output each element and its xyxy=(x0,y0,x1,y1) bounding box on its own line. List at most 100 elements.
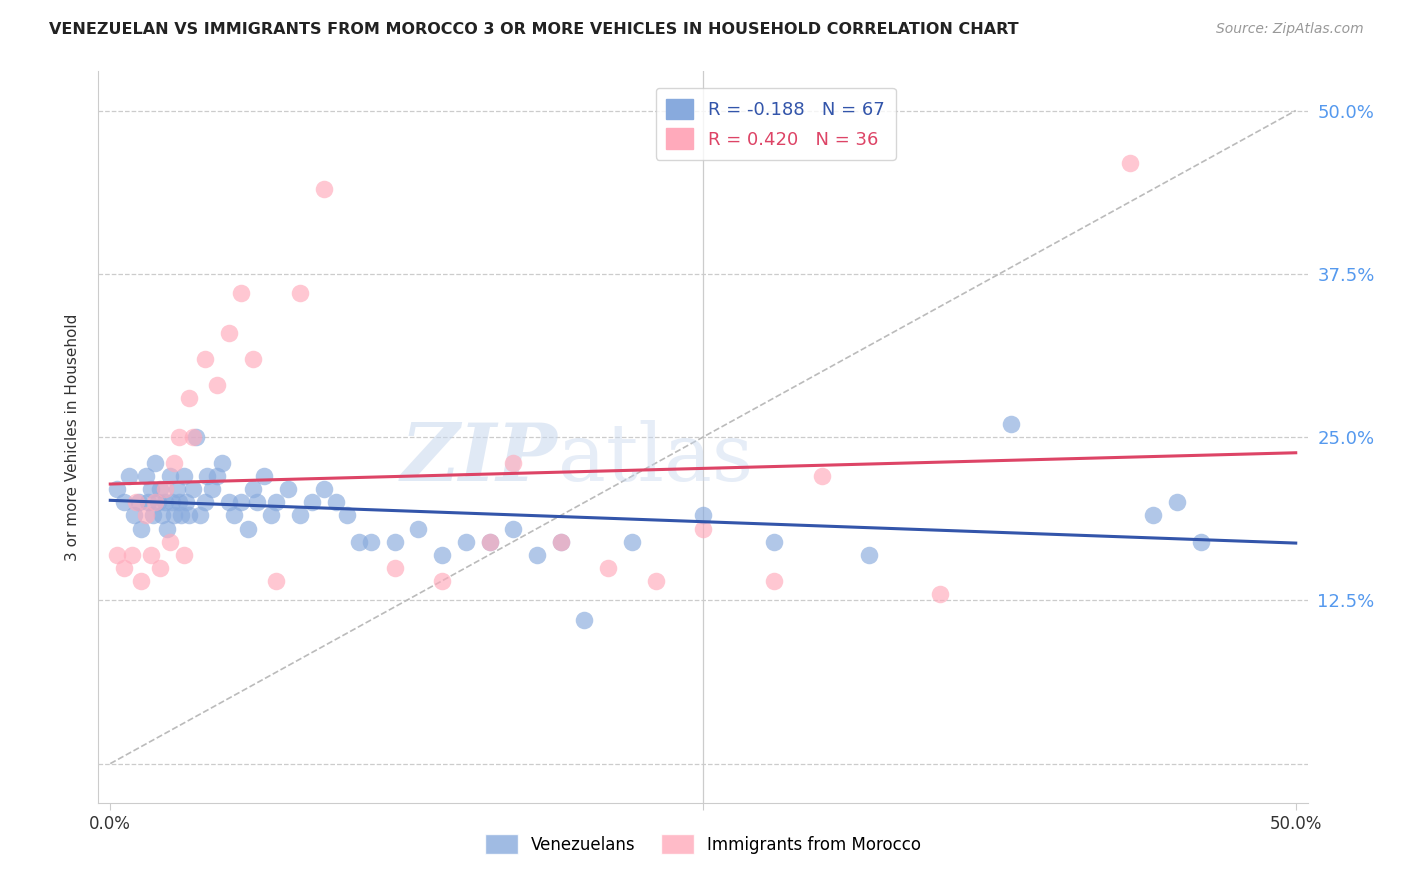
Text: ZIP: ZIP xyxy=(401,420,558,498)
Point xyxy=(149,483,172,497)
Point xyxy=(574,613,596,627)
Point xyxy=(260,508,283,523)
Point xyxy=(159,469,181,483)
Point xyxy=(502,521,524,535)
Point xyxy=(167,495,190,509)
Point xyxy=(229,286,252,301)
Point xyxy=(242,483,264,497)
Point xyxy=(205,377,228,392)
Point xyxy=(229,495,252,509)
Point xyxy=(128,495,150,509)
Point xyxy=(236,521,259,535)
Point xyxy=(160,495,183,509)
Point xyxy=(201,483,224,497)
Point xyxy=(184,430,207,444)
Point xyxy=(197,469,219,483)
Point xyxy=(105,483,128,497)
Point xyxy=(143,456,166,470)
Point xyxy=(135,469,157,483)
Legend: Venezuelans, Immigrants from Morocco: Venezuelans, Immigrants from Morocco xyxy=(478,828,928,860)
Point xyxy=(1142,508,1164,523)
Point xyxy=(1166,495,1188,509)
Point xyxy=(325,495,347,509)
Point xyxy=(218,326,240,340)
Point xyxy=(692,508,714,523)
Point xyxy=(384,534,406,549)
Point xyxy=(173,469,195,483)
Point xyxy=(312,182,335,196)
Point xyxy=(264,495,287,509)
Point xyxy=(181,483,204,497)
Point xyxy=(929,587,952,601)
Point xyxy=(408,521,430,535)
Point xyxy=(301,495,323,509)
Point xyxy=(763,574,786,588)
Point xyxy=(763,534,786,549)
Text: VENEZUELAN VS IMMIGRANTS FROM MOROCCO 3 OR MORE VEHICLES IN HOUSEHOLD CORRELATIO: VENEZUELAN VS IMMIGRANTS FROM MOROCCO 3 … xyxy=(49,22,1019,37)
Point xyxy=(129,574,152,588)
Point xyxy=(163,456,186,470)
Point xyxy=(550,534,572,549)
Point xyxy=(143,495,166,509)
Point xyxy=(174,495,197,509)
Point xyxy=(644,574,666,588)
Point xyxy=(502,456,524,470)
Point xyxy=(167,430,190,444)
Point xyxy=(1000,417,1022,431)
Point xyxy=(163,508,186,523)
Point xyxy=(105,548,128,562)
Point xyxy=(478,534,501,549)
Point xyxy=(598,560,620,574)
Point xyxy=(222,508,245,523)
Point xyxy=(194,351,217,366)
Point xyxy=(139,483,162,497)
Point xyxy=(114,495,136,509)
Point xyxy=(264,574,287,588)
Point xyxy=(146,495,169,509)
Point xyxy=(692,521,714,535)
Point xyxy=(149,560,172,574)
Point xyxy=(347,534,370,549)
Point xyxy=(288,286,311,301)
Point xyxy=(194,495,217,509)
Point xyxy=(246,495,269,509)
Text: Source: ZipAtlas.com: Source: ZipAtlas.com xyxy=(1216,22,1364,37)
Point xyxy=(478,534,501,549)
Text: atlas: atlas xyxy=(558,420,754,498)
Point xyxy=(1189,534,1212,549)
Point xyxy=(526,548,548,562)
Point xyxy=(336,508,359,523)
Point xyxy=(156,521,179,535)
Point xyxy=(205,469,228,483)
Point xyxy=(312,483,335,497)
Point xyxy=(170,508,193,523)
Point xyxy=(620,534,643,549)
Point xyxy=(242,351,264,366)
Point xyxy=(122,508,145,523)
Point xyxy=(277,483,299,497)
Point xyxy=(253,469,276,483)
Point xyxy=(153,495,176,509)
Point xyxy=(211,456,233,470)
Point xyxy=(432,548,454,562)
Point xyxy=(136,495,159,509)
Point xyxy=(432,574,454,588)
Point xyxy=(190,508,212,523)
Point xyxy=(173,548,195,562)
Point xyxy=(454,534,477,549)
Point xyxy=(550,534,572,549)
Point xyxy=(810,469,832,483)
Point xyxy=(177,508,200,523)
Point xyxy=(166,483,188,497)
Point xyxy=(159,534,181,549)
Point xyxy=(1119,155,1142,169)
Point xyxy=(142,508,165,523)
Point xyxy=(139,548,162,562)
Point xyxy=(152,508,174,523)
Point xyxy=(360,534,382,549)
Y-axis label: 3 or more Vehicles in Household: 3 or more Vehicles in Household xyxy=(65,313,80,561)
Point xyxy=(114,560,136,574)
Point xyxy=(288,508,311,523)
Point xyxy=(118,469,141,483)
Point xyxy=(121,548,143,562)
